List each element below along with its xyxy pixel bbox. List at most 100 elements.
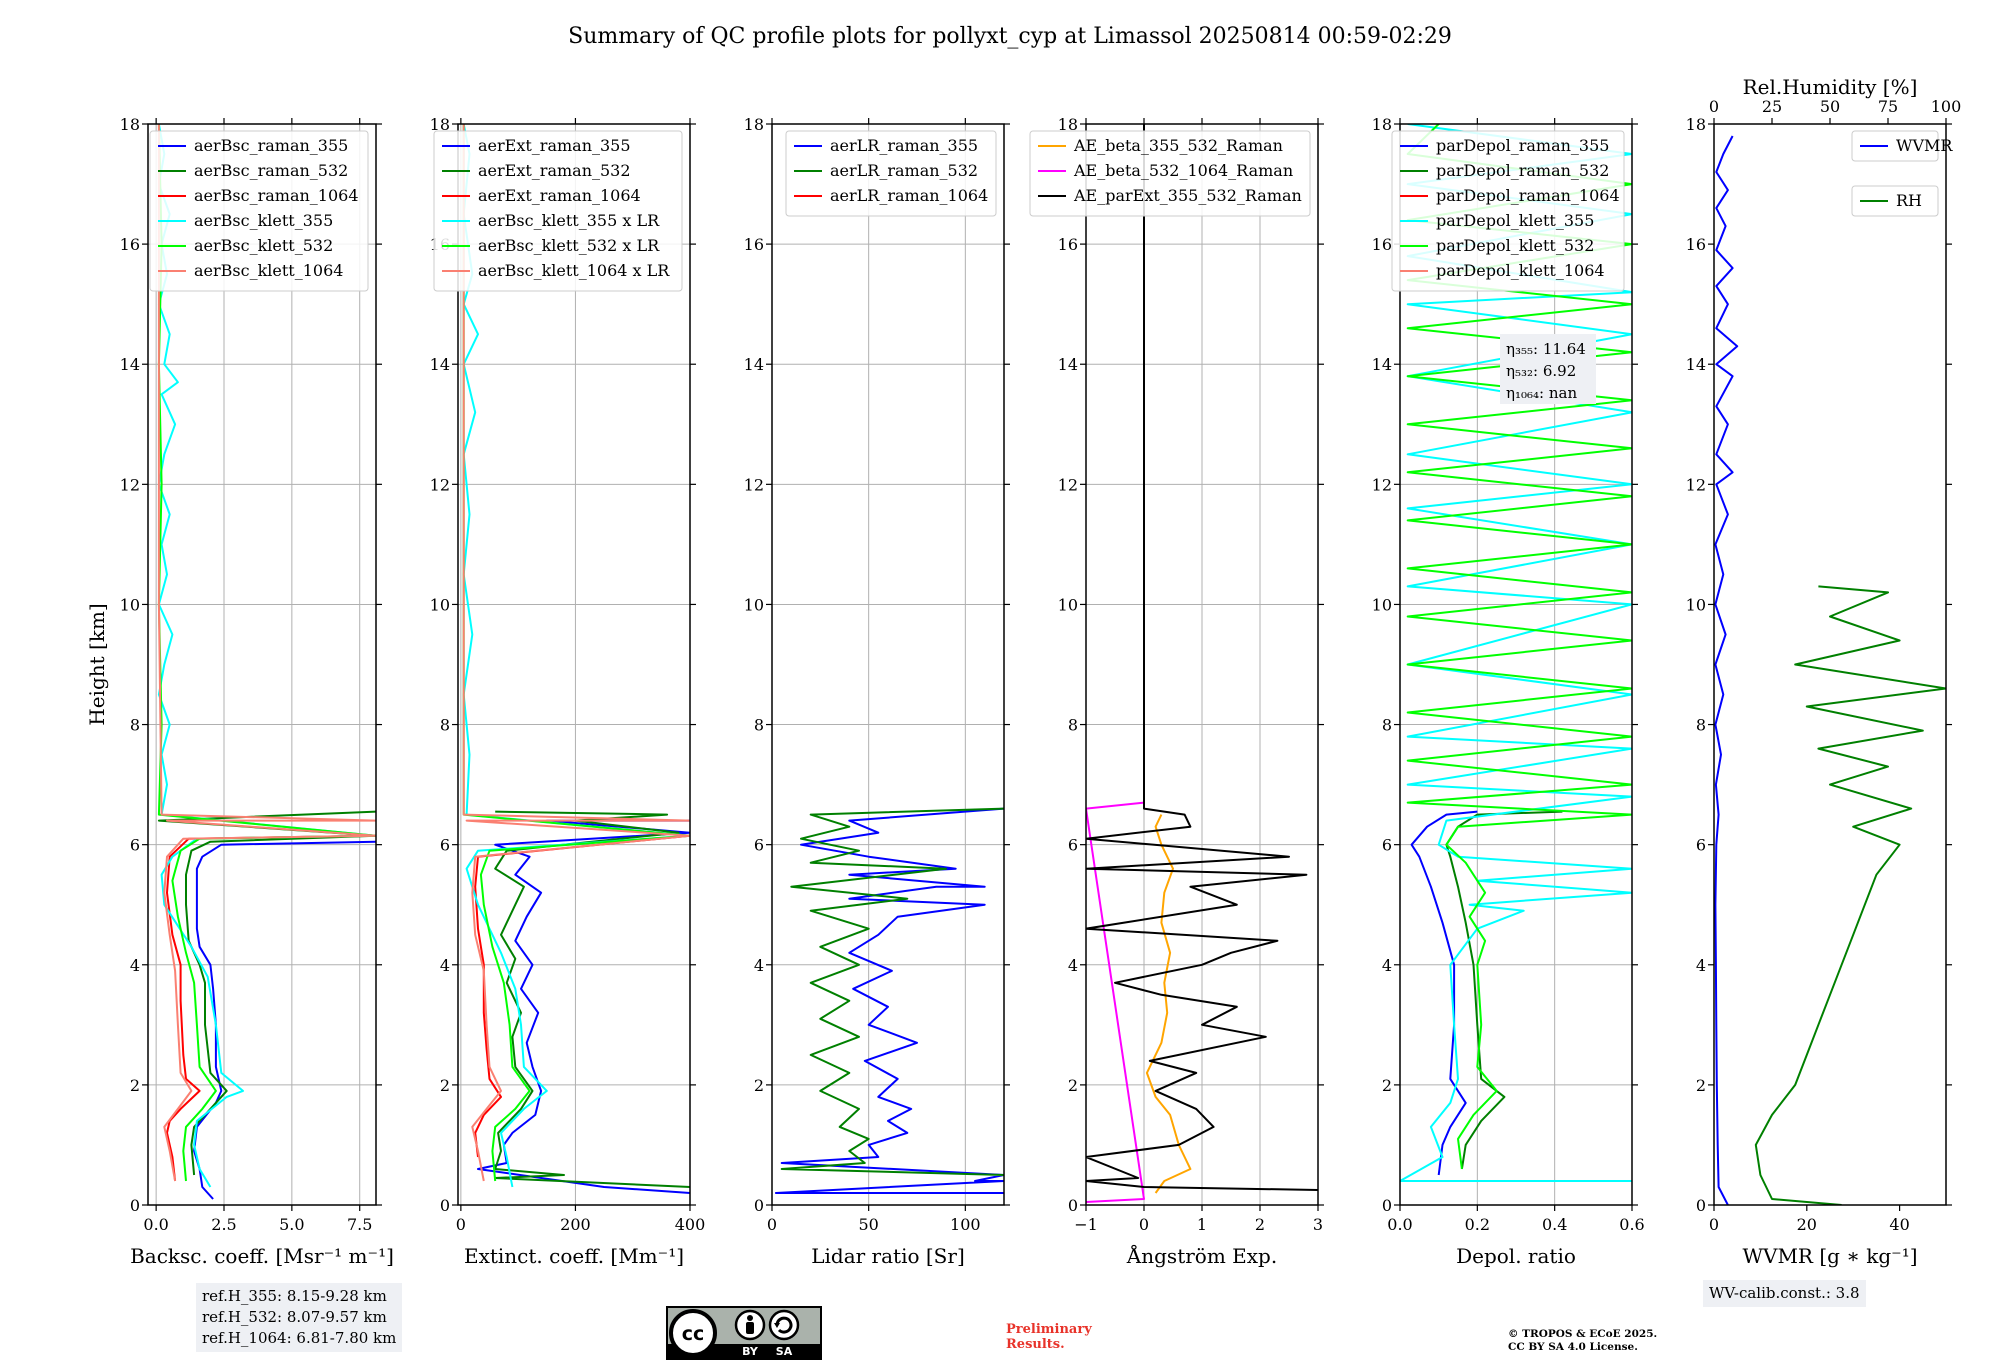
y-tick-label: 10 [430,595,450,614]
legend-entry-label: parDepol_klett_355 [1436,211,1594,230]
series-line [193,840,376,1200]
y-tick-label: 14 [120,355,140,374]
y-tick-label: 0 [130,1196,140,1215]
legend: parDepol_raman_355 parDepol_raman_532 parD… [1391,130,1625,292]
wv-calibration-box: WV-calib.const.: 3.8 [1703,1280,1866,1307]
svg-text:cc: cc [682,1323,705,1345]
plot-area [774,807,1004,1194]
annotation-line: η₁₀₆₄: nan [1506,384,1577,402]
panel-2: 0246810121416180200400Extinct. coeff. [M… [430,115,706,1268]
wv-calibration-text: WV-calib.const.: 3.8 [1709,1284,1860,1302]
legend-entry-label: parDepol_raman_532 [1436,161,1609,180]
copyright-line-2: CC BY SA 4.0 License. [1508,1341,1638,1353]
sa-icon [768,1309,800,1341]
series-line [157,124,376,1182]
y-tick-label: 6 [1696,836,1706,855]
series-line [1714,135,1739,1205]
series-line [1400,124,1632,1182]
annotation-line: η₃₅₅: 11.64 [1506,340,1586,358]
y-tick-label: 6 [754,836,764,855]
plot-area [1086,124,1318,1203]
x-axis-label: Ångström Exp. [1126,1243,1277,1268]
preliminary-line-2: Results. [1006,1337,1065,1352]
y-tick-label: 10 [1686,595,1706,614]
legend-entry-label: aerExt_raman_532 [478,161,631,180]
y-tick-label: 0 [754,1196,764,1215]
legend-entry-label: parDepol_raman_1064 [1436,186,1620,205]
x-tick-label: 2 [1255,1215,1265,1234]
series-line [462,124,690,1182]
y-tick-label: 8 [130,716,140,735]
y-tick-label: 10 [744,595,764,614]
top-x-tick-label: 0 [1709,97,1719,116]
y-tick-label: 16 [1058,235,1078,254]
copyright-notice: © TROPOS & ECoE 2025. CC BY SA 4.0 Licen… [1508,1328,1657,1354]
legend-entry-label: aerBsc_klett_355 [194,211,333,230]
top-x-tick-label: 100 [1931,97,1962,116]
y-tick-label: 18 [1058,115,1078,134]
legend: aerExt_raman_355 aerExt_raman_532 aerExt_r… [433,130,683,292]
series-line [166,834,376,1182]
y-tick-label: 14 [1372,355,1392,374]
series-line [474,834,690,1158]
plot-area [157,124,376,1200]
y-tick-label: 12 [1372,475,1392,494]
y-tick-label: 12 [430,475,450,494]
plot-area [462,124,690,1194]
y-tick-label: 6 [1068,836,1078,855]
annotation-box [1500,334,1596,404]
x-tick-label: 200 [560,1215,591,1234]
y-tick-label: 12 [1686,475,1706,494]
y-tick-label: 18 [744,115,764,134]
y-tick-label: 12 [120,475,140,494]
y-tick-label: 4 [1696,956,1706,975]
plot-area [1400,124,1632,1182]
x-tick-label: 5.0 [279,1215,304,1234]
reference-height-1064: ref.H_1064: 6.81-7.80 km [202,1329,397,1347]
series-line [462,124,690,1182]
legend-box [1851,185,1939,217]
x-tick-label: 7.5 [347,1215,372,1234]
x-tick-label: 400 [675,1215,706,1234]
by-label: BY [742,1345,759,1358]
preliminary-label: Preliminary Results. [1006,1322,1092,1352]
y-tick-label: 8 [754,716,764,735]
legend-entry-label: aerBsc_raman_532 [194,161,348,180]
x-axis-label: WVMR [g ∗ kg⁻¹] [1742,1244,1917,1268]
copyright-line-1: © TROPOS & ECoE 2025. [1508,1328,1658,1340]
y-tick-label: 8 [1696,716,1706,735]
figure-title: Summary of QC profile plots for pollyxt_… [568,24,1452,49]
reference-height-532: ref.H_532: 8.07-9.57 km [202,1308,387,1326]
plot-area [1714,135,1946,1205]
y-tick-label: 4 [754,956,764,975]
x-tick-label: 0 [456,1215,466,1234]
cc-icon: cc [669,1309,717,1357]
y-tick-label: 6 [1382,836,1392,855]
legend-box [149,130,369,292]
legend-entry-label: aerExt_raman_355 [478,136,631,155]
series-line [1410,810,1478,1176]
axes-frame [147,123,377,1206]
y-tick-label: 2 [130,1076,140,1095]
x-tick-label: 0.0 [1387,1215,1412,1234]
legend-entry-label: aerLR_raman_1064 [830,186,988,205]
legend-box [433,130,683,292]
x-tick-label: 100 [950,1215,981,1234]
panel-1: 0 2 4 6 8 10 12 14 16 18 0.0 2.5 5.0 7.5 Backsc. coeff… [85,115,394,1268]
y-tick-label: 14 [744,355,764,374]
y-tick-label: 16 [1686,235,1706,254]
x-tick-label: 0 [1139,1215,1149,1234]
y-tick-label: 12 [744,475,764,494]
legend-entry-label: aerBsc_klett_1064 x LR [478,261,670,280]
y-tick-label: 2 [440,1076,450,1095]
axes-frame [457,123,691,1206]
legend-entry-label: parDepol_klett_1064 [1436,261,1605,280]
axes-frame [771,123,1005,1206]
series-line [780,807,1004,1176]
y-tick-label: 2 [754,1076,764,1095]
x-tick-label: −1 [1074,1215,1098,1234]
legend: aerLR_raman_355 aerLR_raman_532 aerLR_rama… [785,130,997,217]
